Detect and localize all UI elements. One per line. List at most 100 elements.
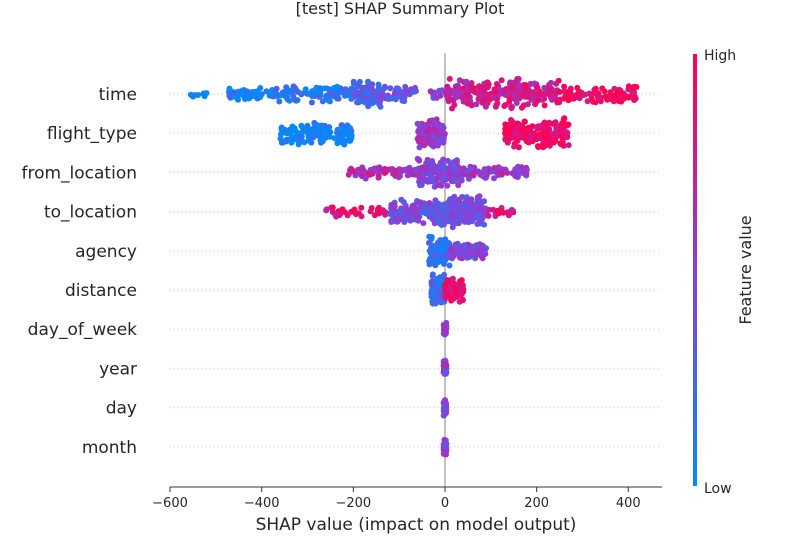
shap-point bbox=[457, 247, 464, 254]
shap-point bbox=[320, 128, 327, 134]
shap-point bbox=[283, 127, 290, 134]
shap-point bbox=[446, 170, 453, 177]
shap-point bbox=[444, 157, 451, 164]
shap-point bbox=[370, 99, 377, 106]
shap-point bbox=[518, 127, 525, 134]
shap-point bbox=[441, 251, 448, 258]
shap-point bbox=[555, 77, 562, 84]
shap-point bbox=[463, 208, 470, 215]
shap-point bbox=[369, 81, 376, 88]
shap-point bbox=[457, 278, 463, 285]
shap-point bbox=[459, 296, 466, 303]
shap-point bbox=[463, 78, 470, 85]
shap-point bbox=[498, 171, 505, 178]
shap-point bbox=[350, 90, 357, 97]
shap-point bbox=[288, 139, 295, 146]
shap-point bbox=[313, 84, 320, 91]
shap-point bbox=[502, 166, 509, 173]
shap-point bbox=[513, 100, 520, 106]
shap-point bbox=[617, 89, 624, 96]
shap-point bbox=[381, 208, 388, 215]
shap-point bbox=[473, 249, 480, 256]
shap-point bbox=[355, 166, 361, 173]
row-gridlines bbox=[170, 93, 662, 448]
shap-point bbox=[426, 200, 433, 206]
shap-point bbox=[361, 168, 368, 175]
shap-point bbox=[330, 85, 337, 92]
shap-point bbox=[403, 213, 410, 220]
shap-point bbox=[527, 80, 534, 87]
shap-points bbox=[187, 75, 640, 458]
shap-point bbox=[464, 249, 470, 256]
shap-point bbox=[460, 217, 467, 224]
shap-point bbox=[540, 144, 547, 151]
shap-point bbox=[323, 207, 330, 214]
shap-point bbox=[358, 204, 365, 211]
shap-point bbox=[203, 90, 210, 97]
x-tick-label: −400 bbox=[244, 496, 280, 511]
shap-point bbox=[569, 95, 576, 102]
shap-point bbox=[409, 214, 416, 221]
shap-point bbox=[366, 171, 373, 178]
shap-point bbox=[508, 105, 515, 112]
shap-point bbox=[342, 209, 348, 216]
shap-point bbox=[364, 89, 371, 96]
shap-point bbox=[327, 129, 334, 136]
shap-point bbox=[562, 128, 569, 135]
shap-point bbox=[482, 167, 489, 174]
shap-point bbox=[361, 94, 368, 101]
shap-point bbox=[311, 124, 318, 131]
shap-point bbox=[559, 134, 566, 141]
feature-label: month bbox=[82, 438, 137, 458]
shap-point bbox=[556, 89, 563, 95]
shap-point bbox=[480, 173, 486, 180]
shap-point bbox=[381, 165, 388, 172]
shap-point bbox=[295, 89, 301, 95]
shap-point bbox=[632, 95, 639, 102]
shap-point bbox=[391, 90, 398, 96]
shap-point bbox=[505, 210, 512, 217]
shap-point bbox=[562, 93, 569, 100]
shap-point bbox=[516, 132, 523, 139]
shap-point bbox=[371, 212, 378, 219]
shap-point bbox=[451, 176, 458, 183]
shap-point bbox=[473, 101, 480, 108]
shap-point bbox=[492, 103, 499, 110]
shap-point bbox=[430, 164, 437, 171]
shap-point bbox=[435, 219, 442, 226]
shap-point bbox=[498, 77, 505, 84]
shap-point bbox=[268, 88, 275, 95]
shap-point bbox=[511, 143, 518, 150]
shap-point bbox=[442, 327, 449, 334]
x-tick-label: 400 bbox=[616, 496, 641, 511]
feature-label: distance bbox=[65, 281, 137, 301]
shap-point bbox=[350, 80, 357, 87]
shap-point bbox=[308, 139, 315, 146]
shap-point bbox=[423, 168, 429, 175]
shap-point bbox=[429, 216, 436, 223]
shap-point bbox=[402, 87, 409, 94]
shap-point bbox=[466, 94, 473, 101]
shap-point bbox=[493, 81, 500, 87]
shap-point bbox=[447, 251, 454, 258]
shap-point bbox=[442, 367, 449, 374]
shap-point bbox=[531, 130, 538, 137]
shap-point bbox=[445, 89, 452, 96]
shap-point bbox=[546, 119, 553, 126]
shap-point bbox=[427, 174, 434, 181]
shap-point bbox=[257, 85, 264, 91]
shap-point bbox=[469, 243, 476, 250]
feature-label: to_location bbox=[44, 203, 137, 223]
feature-label: flight_type bbox=[47, 124, 137, 144]
shap-point bbox=[482, 91, 489, 98]
shap-point bbox=[413, 209, 420, 215]
shap-point bbox=[631, 83, 638, 90]
shap-point bbox=[414, 120, 421, 127]
shap-point bbox=[434, 286, 441, 293]
shap-point bbox=[436, 181, 443, 188]
shap-point bbox=[522, 82, 529, 88]
shap-point bbox=[353, 211, 359, 218]
shap-point bbox=[561, 83, 568, 90]
shap-point bbox=[439, 122, 446, 129]
feature-labels: time flight_type from_location to_locationa… bbox=[21, 85, 137, 458]
